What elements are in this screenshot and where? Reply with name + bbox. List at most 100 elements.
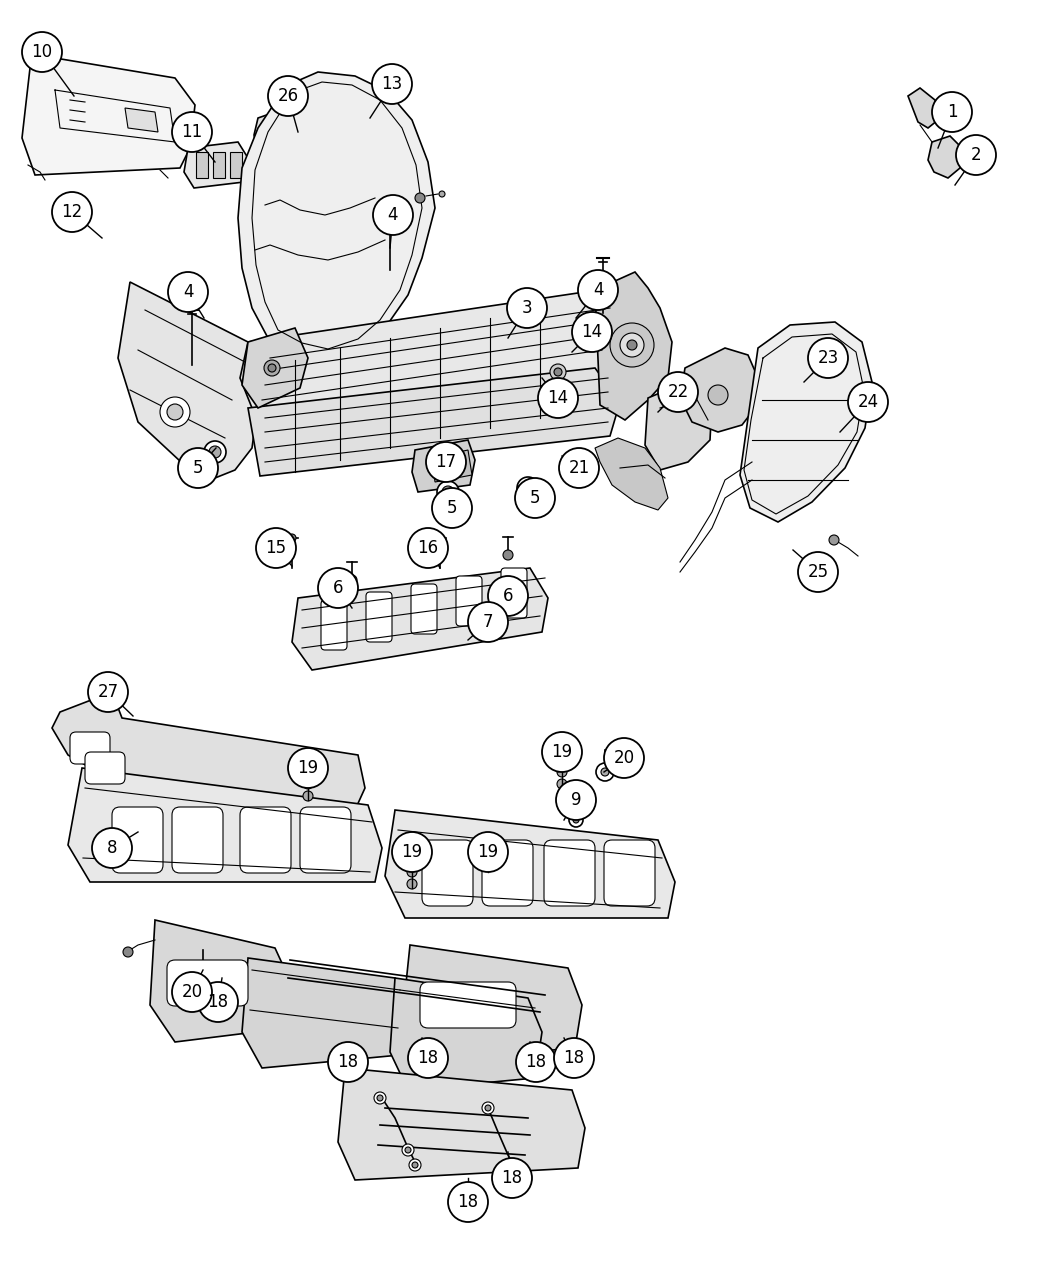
Circle shape [407, 853, 417, 863]
Circle shape [392, 833, 432, 872]
Circle shape [303, 779, 313, 789]
Circle shape [517, 477, 539, 499]
Text: 18: 18 [208, 993, 229, 1011]
Circle shape [505, 1169, 511, 1176]
Text: 22: 22 [668, 382, 689, 402]
Text: 19: 19 [297, 759, 318, 776]
Text: 19: 19 [478, 843, 499, 861]
Text: 4: 4 [387, 207, 398, 224]
Circle shape [556, 780, 596, 820]
Circle shape [168, 272, 208, 312]
FancyBboxPatch shape [604, 840, 655, 907]
Circle shape [522, 482, 534, 493]
Circle shape [554, 368, 562, 376]
Circle shape [415, 193, 425, 203]
Text: 26: 26 [277, 87, 298, 105]
Polygon shape [402, 945, 582, 1062]
Circle shape [932, 92, 972, 133]
FancyBboxPatch shape [85, 752, 125, 784]
Circle shape [412, 1162, 418, 1168]
FancyBboxPatch shape [70, 732, 110, 764]
Text: 27: 27 [98, 683, 119, 701]
Circle shape [204, 441, 226, 463]
Circle shape [463, 1200, 472, 1210]
Text: 18: 18 [525, 1053, 547, 1071]
Text: 4: 4 [183, 283, 193, 301]
Circle shape [560, 390, 576, 405]
FancyBboxPatch shape [112, 807, 163, 873]
Polygon shape [240, 289, 625, 408]
Circle shape [172, 972, 212, 1012]
Polygon shape [292, 567, 548, 669]
Polygon shape [213, 152, 225, 179]
Circle shape [442, 486, 454, 499]
Circle shape [578, 270, 618, 310]
Polygon shape [740, 323, 872, 521]
Circle shape [627, 340, 637, 351]
Circle shape [448, 1182, 488, 1221]
Text: 6: 6 [333, 579, 343, 597]
Circle shape [502, 1172, 522, 1192]
Circle shape [328, 1042, 368, 1082]
Circle shape [483, 867, 493, 877]
Polygon shape [230, 152, 242, 179]
Polygon shape [390, 978, 542, 1090]
Circle shape [167, 404, 183, 419]
Circle shape [876, 400, 884, 408]
Circle shape [538, 377, 578, 418]
Circle shape [418, 1052, 438, 1072]
Text: 18: 18 [564, 1049, 585, 1067]
Circle shape [708, 385, 728, 405]
Text: 23: 23 [817, 349, 839, 367]
Text: 6: 6 [503, 586, 513, 606]
Circle shape [407, 867, 417, 877]
Circle shape [507, 1177, 517, 1187]
Circle shape [123, 947, 133, 958]
Circle shape [620, 333, 644, 357]
Polygon shape [385, 810, 675, 918]
FancyBboxPatch shape [366, 592, 392, 643]
Circle shape [526, 1054, 546, 1075]
Circle shape [256, 528, 296, 567]
Text: 1: 1 [947, 103, 958, 121]
Circle shape [52, 193, 92, 232]
Circle shape [432, 488, 472, 528]
Circle shape [200, 968, 207, 975]
Circle shape [516, 1042, 556, 1082]
Circle shape [556, 768, 567, 776]
Polygon shape [52, 692, 365, 810]
Circle shape [573, 817, 579, 822]
Polygon shape [184, 142, 248, 187]
FancyBboxPatch shape [422, 840, 472, 907]
Circle shape [601, 768, 609, 776]
Text: 14: 14 [582, 323, 603, 340]
Text: 15: 15 [266, 539, 287, 557]
Circle shape [377, 1095, 383, 1102]
Circle shape [338, 1054, 358, 1075]
Polygon shape [254, 105, 318, 168]
Text: 2: 2 [970, 147, 982, 164]
Polygon shape [150, 921, 292, 1042]
Circle shape [507, 288, 547, 328]
Polygon shape [242, 958, 408, 1068]
Circle shape [373, 195, 413, 235]
Polygon shape [908, 88, 938, 128]
Text: 14: 14 [547, 389, 568, 407]
Text: 10: 10 [32, 43, 52, 61]
Circle shape [808, 338, 848, 377]
Circle shape [407, 878, 417, 889]
Circle shape [468, 602, 508, 643]
Circle shape [848, 382, 888, 422]
Text: 12: 12 [61, 203, 83, 221]
Text: 9: 9 [571, 790, 582, 810]
Polygon shape [338, 1068, 585, 1179]
Circle shape [564, 394, 572, 402]
Circle shape [268, 76, 308, 116]
FancyBboxPatch shape [411, 584, 437, 634]
Circle shape [554, 1038, 594, 1077]
Circle shape [485, 1105, 491, 1111]
Polygon shape [595, 272, 672, 419]
Circle shape [531, 1060, 541, 1070]
Text: 19: 19 [551, 743, 572, 761]
FancyBboxPatch shape [240, 807, 291, 873]
